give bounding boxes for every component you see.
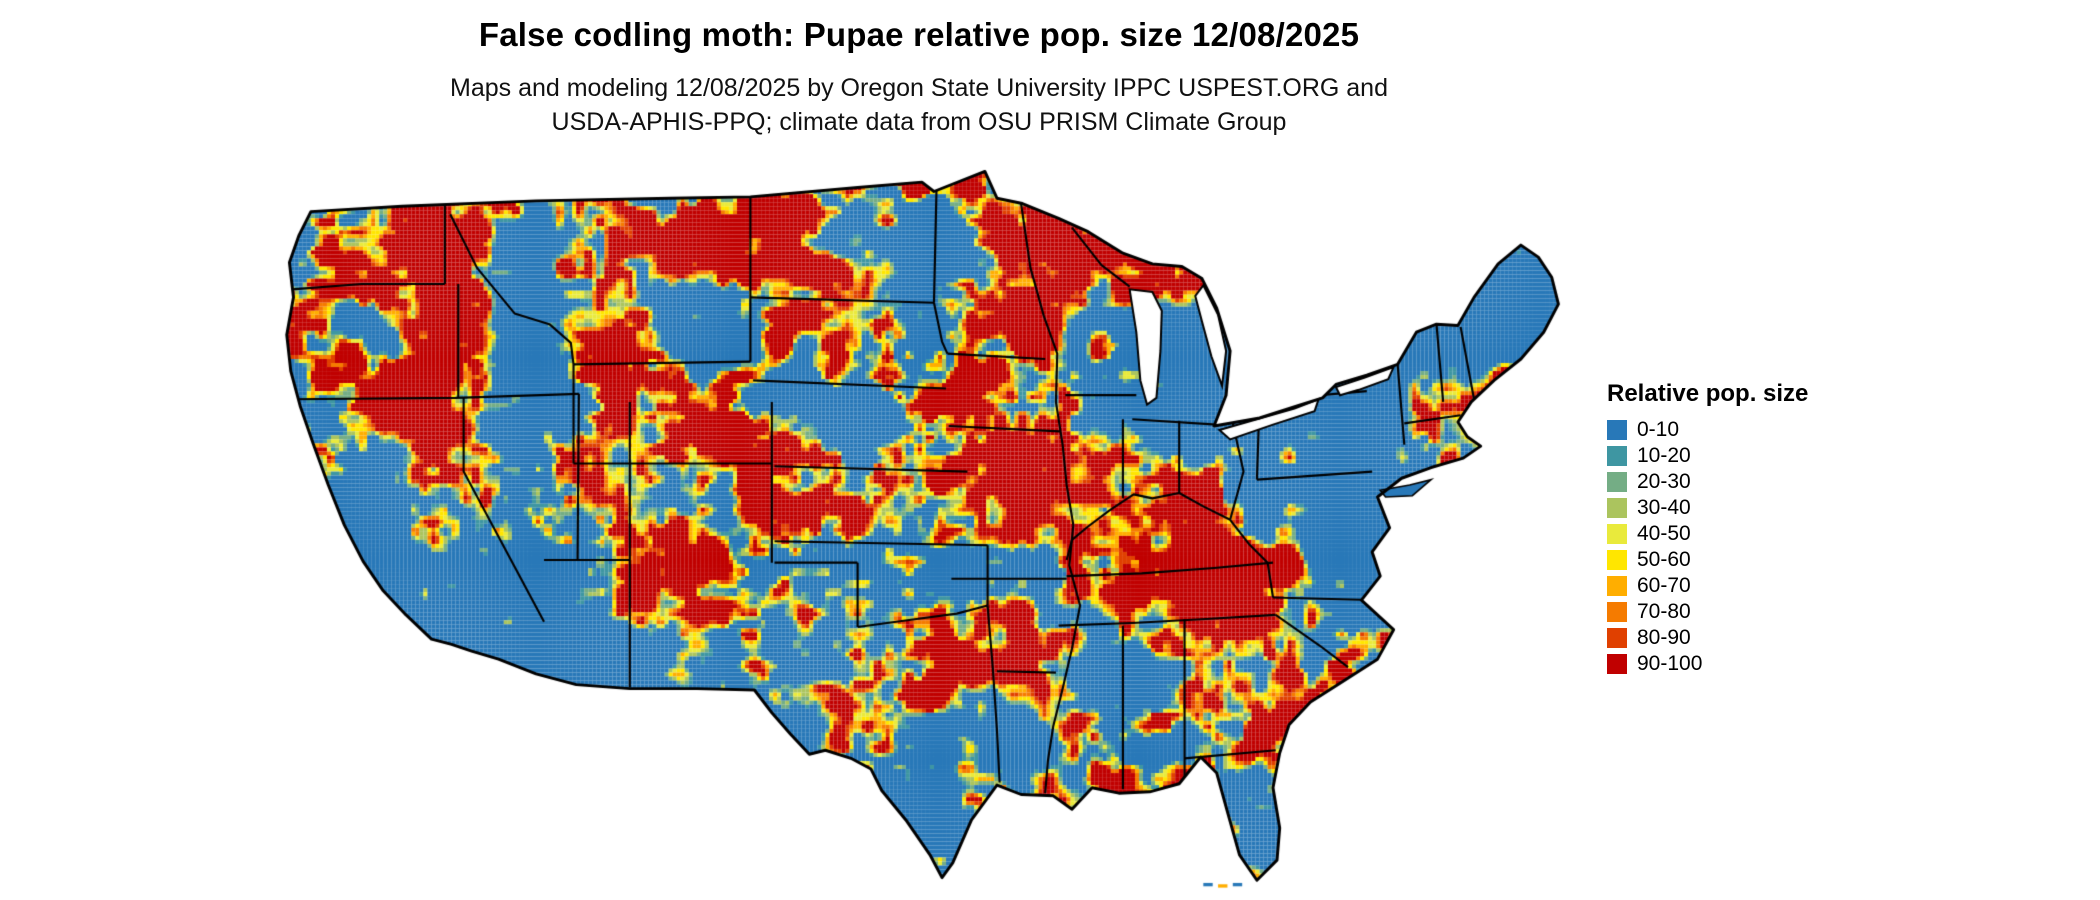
legend-swatch (1607, 420, 1627, 440)
legend-item-label: 70-80 (1637, 600, 1691, 623)
legend-item: 30-40 (1607, 495, 1808, 521)
legend-swatch (1607, 498, 1627, 518)
legend-item: 60-70 (1607, 573, 1808, 599)
legend-item: 20-30 (1607, 469, 1808, 495)
legend-swatch (1607, 628, 1627, 648)
legend-item: 90-100 (1607, 651, 1808, 677)
legend-swatch (1607, 446, 1627, 466)
legend-swatch (1607, 524, 1627, 544)
legend-title: Relative pop. size (1607, 380, 1809, 407)
legend-item-label: 60-70 (1637, 574, 1691, 597)
legend: Relative pop. size 0-10 10-20 20-30 30-4… (1607, 380, 1808, 677)
legend-item-label: 50-60 (1637, 548, 1691, 571)
legend-item-label: 90-100 (1637, 652, 1703, 675)
legend-item: 70-80 (1607, 599, 1808, 625)
legend-item-label: 20-30 (1637, 470, 1691, 493)
map-subtitle-line1: Maps and modeling 12/08/2025 by Oregon S… (450, 74, 1388, 102)
legend-item-label: 30-40 (1637, 496, 1691, 519)
legend-item: 80-90 (1607, 625, 1808, 651)
legend-swatch (1607, 550, 1627, 570)
legend-item: 40-50 (1607, 521, 1808, 547)
legend-swatch (1607, 602, 1627, 622)
map-subtitle-line2: USDA-APHIS-PPQ; climate data from OSU PR… (551, 108, 1287, 136)
legend-item: 0-10 (1607, 417, 1808, 443)
legend-item: 10-20 (1607, 443, 1808, 469)
map-title: False codling moth: Pupae relative pop. … (478, 16, 1360, 53)
legend-item-label: 0-10 (1637, 418, 1680, 441)
legend-item-label: 80-90 (1637, 626, 1691, 649)
legend-swatch (1607, 472, 1627, 492)
legend-item: 50-60 (1607, 547, 1808, 573)
legend-swatch (1607, 654, 1627, 674)
legend-item-label: 40-50 (1637, 522, 1691, 545)
us-population-map (268, 158, 1582, 900)
map-subtitle: Maps and modeling 12/08/2025 by Oregon S… (0, 71, 1838, 139)
legend-item-label: 10-20 (1637, 444, 1691, 467)
legend-swatch (1607, 576, 1627, 596)
map-header: False codling moth: Pupae relative pop. … (0, 16, 1838, 139)
